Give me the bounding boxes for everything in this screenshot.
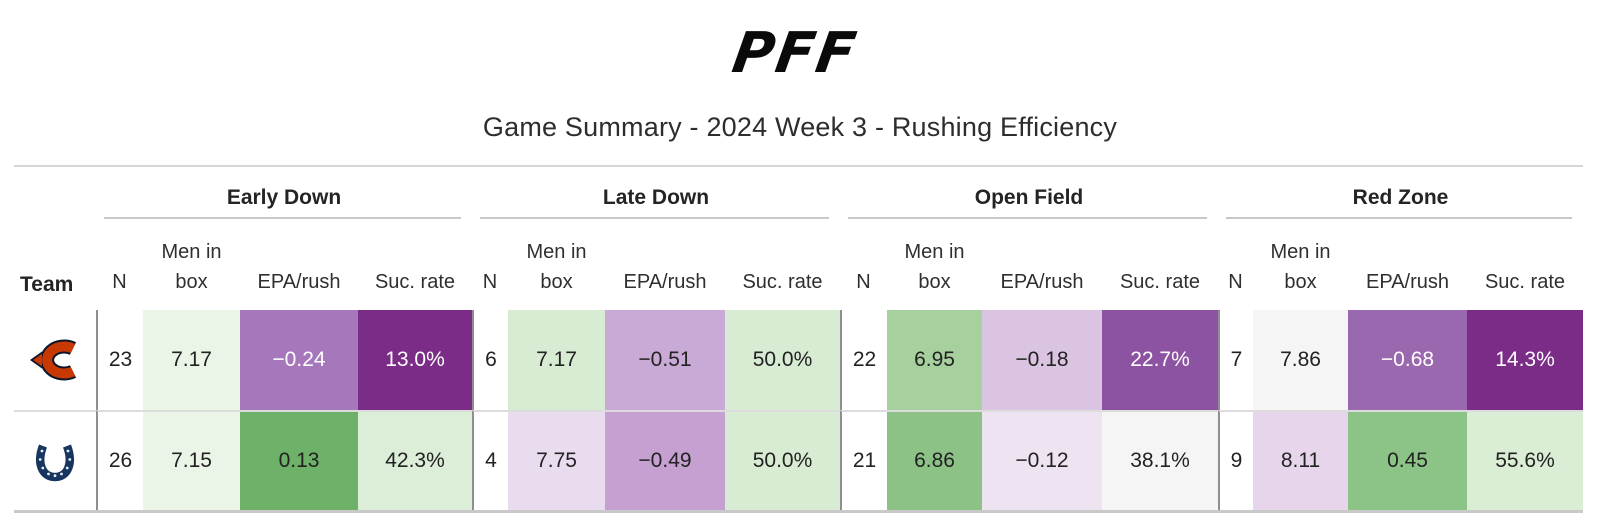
group-header-early-down: Early Down [96, 167, 472, 219]
col-header-label: EPA/rush [1000, 271, 1084, 293]
col-header-label: Suc. rate [742, 271, 823, 293]
col-header-late-suc: Suc. rate [725, 219, 840, 310]
cell-bears-late-n: 6 [472, 310, 508, 410]
cell-colts-open-n: 21 [840, 410, 887, 510]
cell-colts-red-epa: 0.45 [1348, 410, 1467, 510]
col-header-late-box: Men in box [508, 219, 605, 310]
col-header-open-box: Men in box [887, 219, 982, 310]
pff-logo: PFF [0, 24, 1600, 84]
col-header-label: N [856, 271, 871, 293]
col-header-label: Men in [1270, 241, 1331, 263]
cell-colts-open-epa: −0.12 [982, 410, 1102, 510]
col-header-label: box [1284, 271, 1317, 293]
col-header-label: box [918, 271, 951, 293]
cell-bears-open-suc: 22.7% [1102, 310, 1218, 410]
col-header-open-suc: Suc. rate [1102, 219, 1218, 310]
col-header-red-n: N [1218, 219, 1253, 310]
cell-bears-open-epa: −0.18 [982, 310, 1102, 410]
col-header-label: Suc. rate [1119, 271, 1201, 293]
col-header-open-epa: EPA/rush [982, 219, 1102, 310]
col-header-label: EPA/rush [257, 271, 341, 293]
col-header-label: box [175, 271, 208, 293]
cell-colts-early-box: 7.15 [143, 410, 240, 510]
col-header-label: Men in [904, 241, 965, 263]
cell-bears-early-box: 7.17 [143, 310, 240, 410]
pff-logo-svg: PFF [728, 24, 862, 84]
col-header-label: N [1228, 271, 1243, 293]
col-header-red-suc: Suc. rate [1467, 219, 1583, 310]
col-header-label: N [112, 271, 127, 293]
pff-logo-text: PFF [728, 24, 862, 84]
cell-bears-open-n: 22 [840, 310, 887, 410]
col-header-late-epa: EPA/rush [605, 219, 725, 310]
cell-colts-early-n: 26 [96, 410, 143, 510]
cell-bears-red-suc: 14.3% [1467, 310, 1583, 410]
group-header-red-zone: Red Zone [1218, 167, 1583, 219]
group-header-open-field: Open Field [840, 167, 1218, 219]
cell-colts-early-epa: 0.13 [240, 410, 358, 510]
bears-c-icon [30, 339, 77, 381]
col-header-label: EPA/rush [1366, 271, 1449, 293]
cell-bears-open-box: 6.95 [887, 310, 982, 410]
col-header-early-suc: Suc. rate [358, 219, 472, 310]
col-header-label: box [540, 271, 573, 293]
col-header-label: Men in [526, 241, 587, 263]
cell-colts-late-epa: −0.49 [605, 410, 725, 510]
col-header-early-box: Men in box [143, 219, 240, 310]
cell-bears-late-epa: −0.51 [605, 310, 725, 410]
cell-colts-late-n: 4 [472, 410, 508, 510]
colts-horseshoe-icon [36, 444, 74, 482]
page-title: Game Summary - 2024 Week 3 - Rushing Eff… [482, 112, 1118, 142]
cell-bears-early-n: 23 [96, 310, 143, 410]
cell-colts-late-suc: 50.0% [725, 410, 840, 510]
cell-colts-late-box: 7.75 [508, 410, 605, 510]
col-header-label: Suc. rate [1484, 271, 1566, 293]
team-logo-colts [14, 410, 96, 510]
cell-bears-late-suc: 50.0% [725, 310, 840, 410]
col-header-early-n: N [96, 219, 143, 310]
cell-bears-red-box: 7.86 [1253, 310, 1348, 410]
cell-colts-red-n: 9 [1218, 410, 1253, 510]
col-header-red-epa: EPA/rush [1348, 219, 1467, 310]
cell-colts-red-suc: 55.6% [1467, 410, 1583, 510]
col-header-label: EPA/rush [623, 271, 707, 293]
col-header-late-n: N [472, 219, 508, 310]
cell-bears-red-epa: −0.68 [1348, 310, 1467, 410]
col-header-early-epa: EPA/rush [240, 219, 358, 310]
cell-colts-open-box: 6.86 [887, 410, 982, 510]
cell-bears-early-suc: 13.0% [358, 310, 472, 410]
rushing-efficiency-table: Team Early Down Late Down Open Field Red… [14, 165, 1583, 513]
team-column-header: Team [20, 273, 74, 296]
cell-bears-late-box: 7.17 [508, 310, 605, 410]
team-logo-bears [14, 310, 96, 410]
cell-bears-early-epa: −0.24 [240, 310, 358, 410]
col-header-red-box: Men in box [1253, 219, 1348, 310]
col-header-open-n: N [840, 219, 887, 310]
group-header-late-down: Late Down [472, 167, 840, 219]
col-header-label: Men in [161, 241, 222, 263]
cell-colts-red-box: 8.11 [1253, 410, 1348, 510]
col-header-label: N [482, 271, 498, 293]
cell-colts-early-suc: 42.3% [358, 410, 472, 510]
cell-bears-red-n: 7 [1218, 310, 1253, 410]
col-header-label: Suc. rate [374, 271, 456, 293]
cell-colts-open-suc: 38.1% [1102, 410, 1218, 510]
